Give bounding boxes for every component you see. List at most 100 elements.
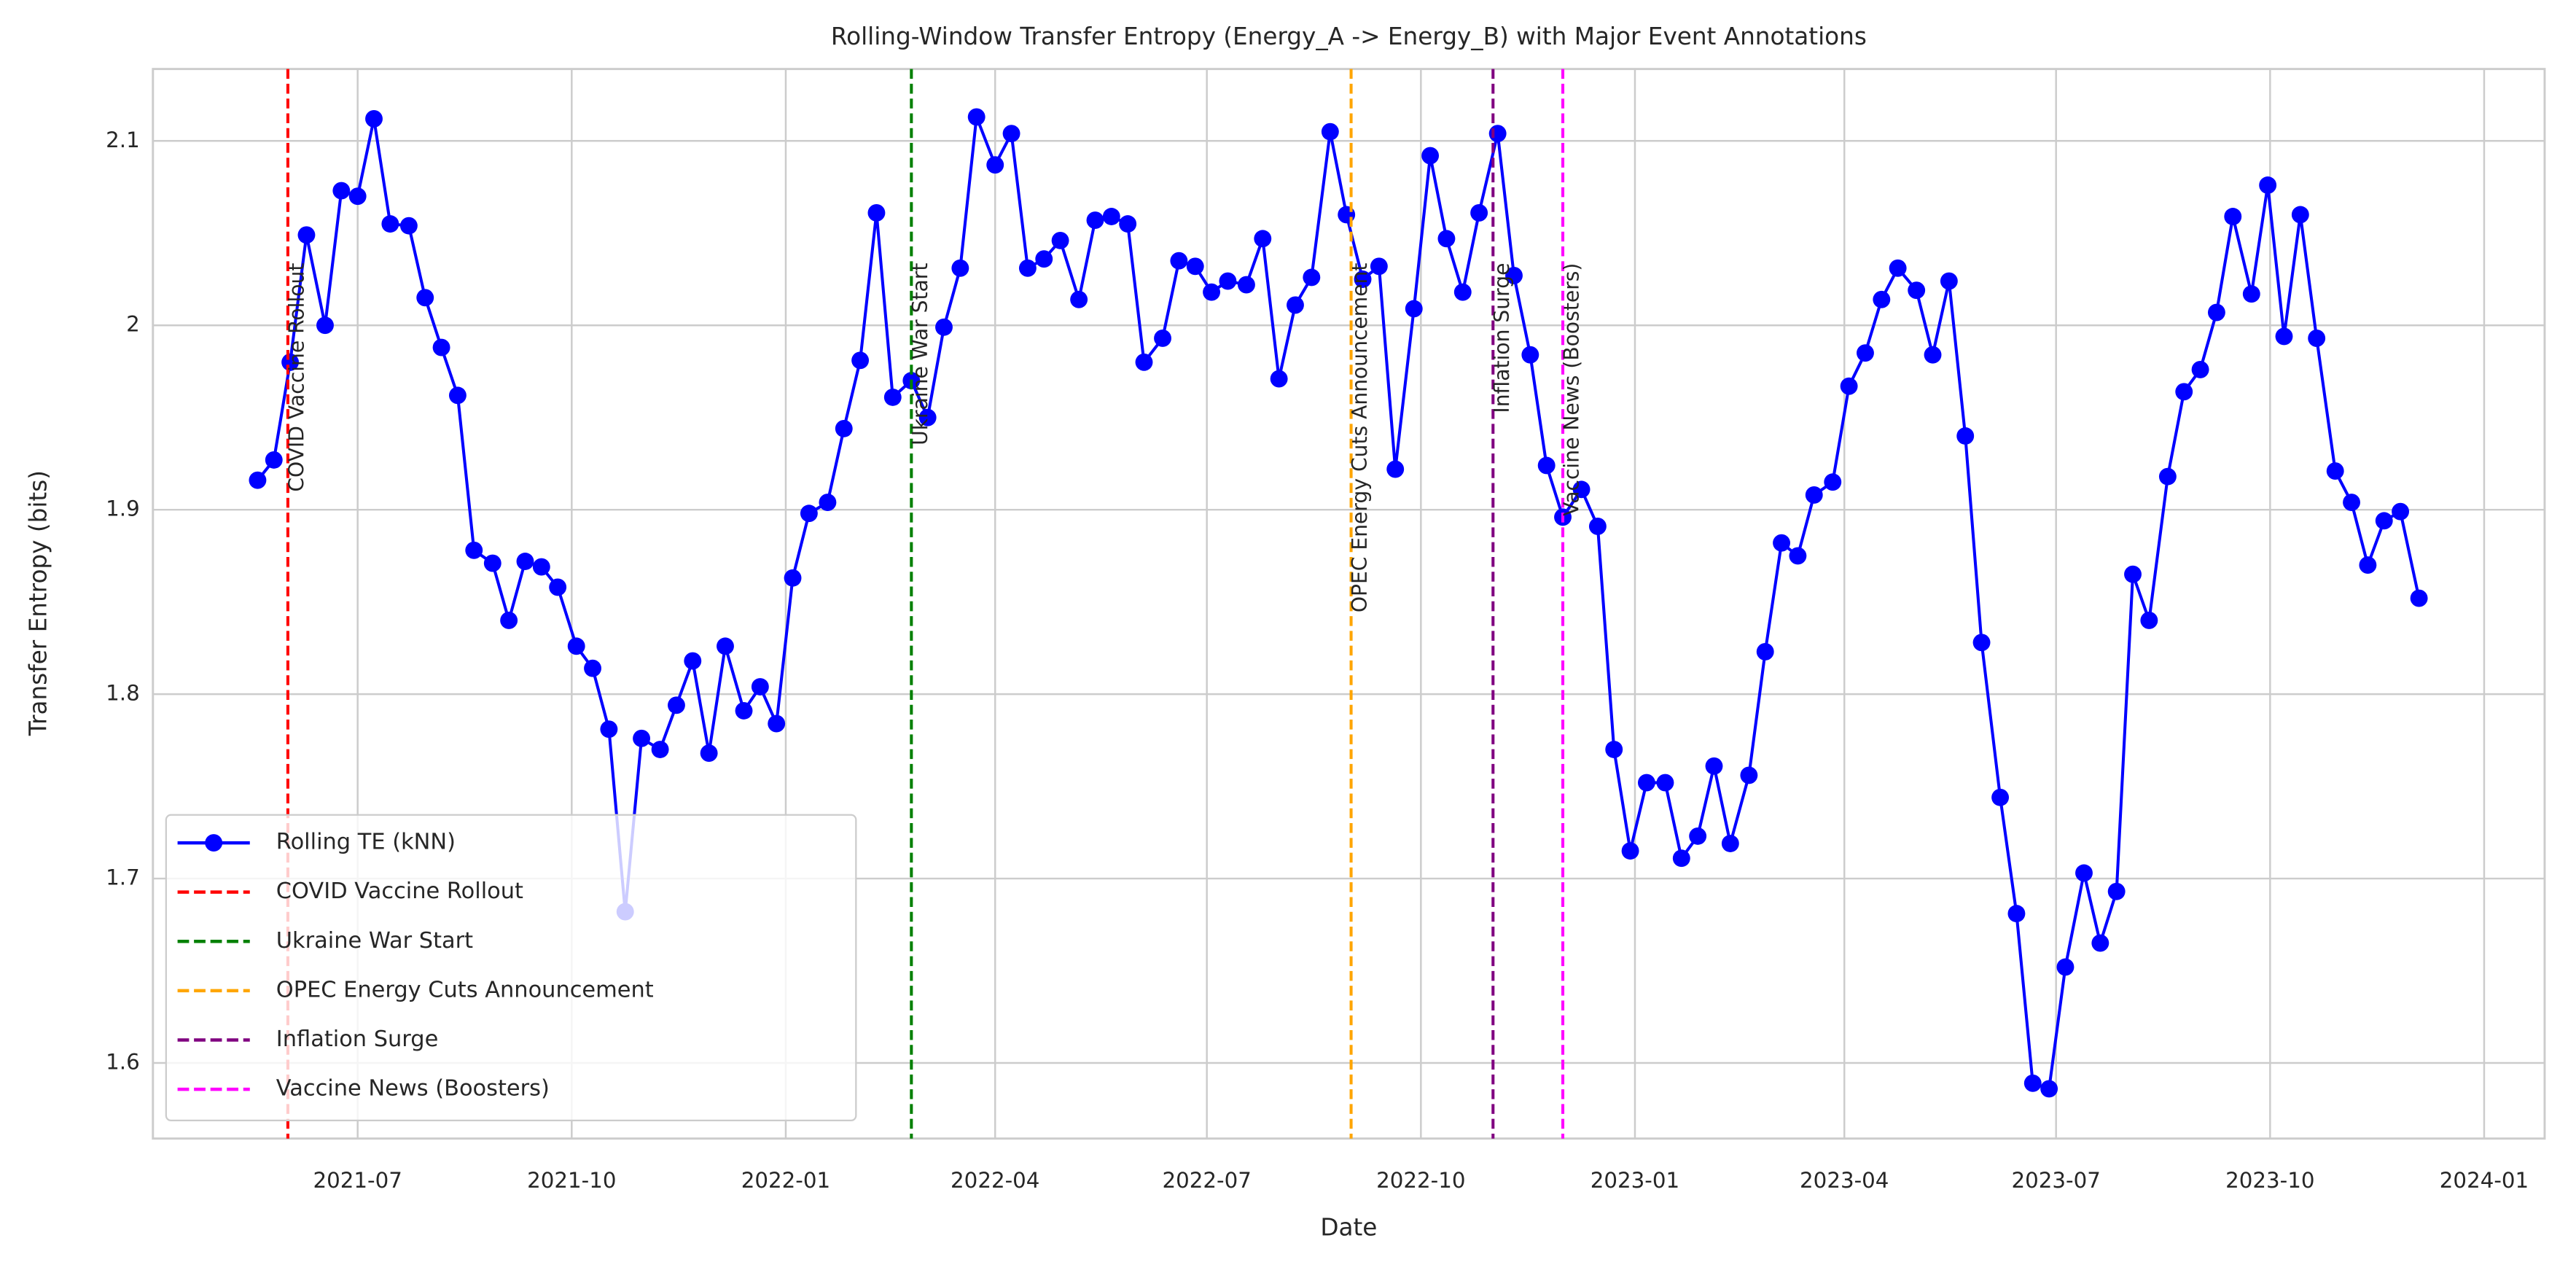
data-point: [2107, 882, 2126, 900]
data-point: [986, 156, 1004, 174]
event-label: COVID Vaccine Rollout: [284, 263, 308, 492]
data-point: [2308, 330, 2326, 347]
data-point: [381, 215, 399, 233]
data-point: [851, 351, 870, 370]
legend-label: OPEC Energy Cuts Announcement: [276, 977, 654, 1002]
data-point: [1537, 456, 1556, 475]
data-point: [1270, 370, 1288, 388]
data-point: [516, 553, 534, 570]
plot-frame: [152, 68, 2546, 1140]
data-point: [751, 678, 769, 696]
data-point: [1605, 741, 1623, 758]
data-point: [1421, 147, 1440, 165]
data-point: [1086, 211, 1104, 230]
legend-label: Vaccine News (Boosters): [276, 1076, 550, 1102]
x-tick-label: 2022-07: [1163, 1168, 1252, 1193]
data-point: [2175, 383, 2193, 401]
data-point: [432, 338, 450, 357]
data-point: [1572, 480, 1591, 499]
data-point: [1051, 231, 1069, 249]
data-point: [1889, 259, 1907, 277]
y-axis-label: Transfer Entropy (bits): [24, 470, 52, 736]
data-point: [2259, 176, 2277, 194]
data-point: [1721, 835, 1739, 852]
data-point: [1637, 774, 1655, 792]
data-point: [416, 289, 434, 307]
data-point: [1354, 270, 1372, 288]
data-point: [584, 659, 601, 677]
data-point: [2023, 1074, 2042, 1092]
data-point: [1924, 346, 1942, 364]
data-point: [2140, 612, 2158, 629]
data-point: [2007, 905, 2026, 923]
data-point: [717, 637, 734, 655]
data-point: [2040, 1080, 2058, 1098]
x-tick-label: 2021-07: [313, 1168, 402, 1193]
data-point: [1203, 283, 1221, 301]
data-point: [1689, 827, 1707, 845]
data-point: [1740, 766, 1758, 784]
data-point: [1237, 276, 1255, 294]
data-point: [2224, 208, 2242, 225]
data-point: [1672, 849, 1690, 868]
data-point: [365, 110, 383, 128]
data-point: [1405, 300, 1423, 318]
data-point: [2343, 494, 2360, 512]
data-point: [1018, 259, 1037, 277]
data-point: [281, 353, 300, 371]
data-point: [1588, 518, 1607, 535]
data-point: [297, 226, 316, 244]
data-point: [567, 637, 585, 655]
data-point: [1386, 460, 1405, 478]
data-point: [1437, 230, 1456, 248]
data-point: [967, 108, 985, 126]
data-point: [1505, 267, 1523, 284]
data-point: [784, 569, 802, 587]
data-point: [448, 386, 467, 405]
data-point: [1303, 268, 1321, 287]
data-point: [1972, 634, 1991, 652]
data-point: [800, 505, 818, 523]
data-point: [2075, 864, 2093, 882]
data-point: [2091, 934, 2109, 952]
legend-label: Inflation Surge: [276, 1026, 438, 1052]
data-point: [668, 696, 685, 714]
data-point: [1840, 377, 1858, 395]
data-point: [651, 741, 669, 758]
legend-label: Rolling TE (kNN): [276, 830, 456, 855]
data-point: [1035, 250, 1053, 268]
data-point: [1656, 774, 1674, 792]
data-point: [483, 554, 501, 572]
data-point: [1119, 215, 1137, 233]
data-point: [2410, 589, 2428, 607]
data-point: [2326, 462, 2344, 480]
data-point: [399, 217, 418, 235]
data-point: [1453, 283, 1472, 301]
x-tick-label: 2023-07: [2012, 1168, 2101, 1193]
x-tick-label: 2023-10: [2225, 1168, 2314, 1193]
data-point: [768, 714, 786, 733]
data-point: [883, 388, 902, 406]
legend-label: Ukraine War Start: [276, 928, 473, 954]
data-point: [1940, 272, 1958, 290]
data-point: [1705, 757, 1723, 775]
y-tick-label: 1.9: [106, 496, 140, 521]
data-point: [1470, 204, 1488, 222]
legend-marker: [205, 834, 223, 852]
y-tick-label: 2.1: [106, 128, 140, 152]
data-point: [1070, 290, 1088, 308]
x-tick-label: 2022-01: [741, 1168, 830, 1193]
data-point: [2207, 303, 2225, 322]
data-point: [1991, 788, 2010, 806]
y-tick-label: 1.8: [106, 681, 140, 706]
event-label: Ukraine War Start: [908, 263, 932, 445]
data-point: [1287, 296, 1304, 314]
data-point: [935, 318, 953, 336]
y-tick-label: 1.7: [106, 865, 140, 890]
data-point: [700, 744, 718, 763]
x-tick-label: 2022-10: [1376, 1168, 1465, 1193]
y-tick-label: 2: [126, 312, 140, 337]
data-point: [2392, 502, 2410, 521]
